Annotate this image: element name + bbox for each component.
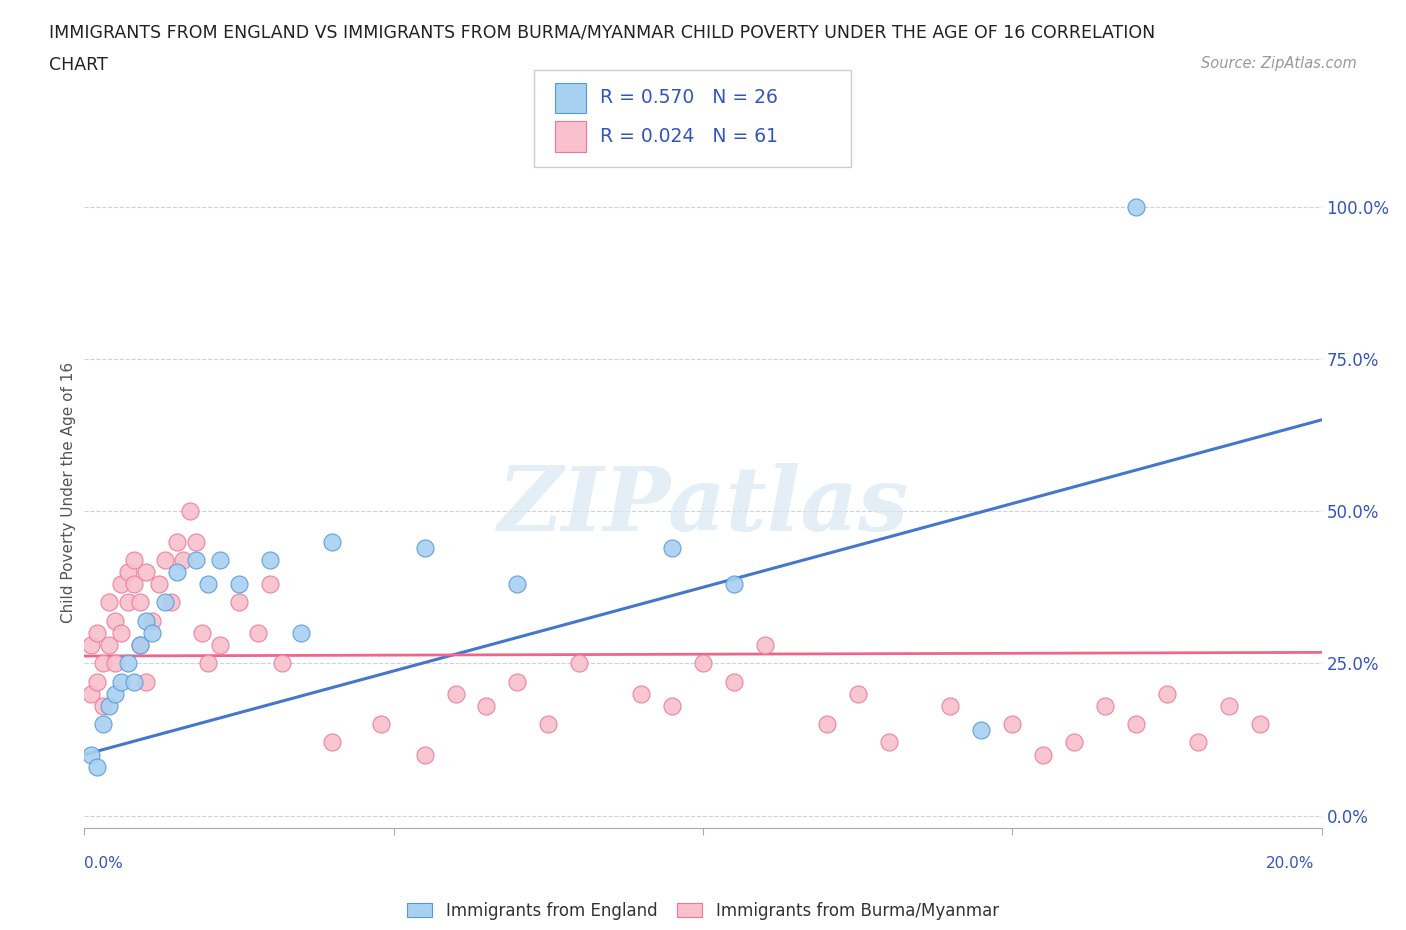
Point (413, 747, 436, 762)
Point (91, 656, 114, 671)
Point (160, 595, 183, 610)
Point (141, 626, 163, 641)
Point (1125, 717, 1147, 732)
Point (129, 638, 152, 653)
Point (98, 638, 121, 653)
Point (172, 552, 194, 567)
Point (1063, 735, 1085, 750)
Point (129, 595, 152, 610)
Point (153, 595, 176, 610)
Point (104, 613, 127, 628)
Point (166, 534, 188, 549)
Point (321, 534, 343, 549)
Point (692, 656, 714, 671)
Point (970, 723, 993, 737)
Point (91, 698, 114, 713)
Point (86, 674, 108, 689)
Point (1187, 735, 1209, 750)
Point (179, 504, 201, 519)
Point (86, 760, 108, 775)
Point (79, 638, 101, 653)
Point (754, 638, 776, 653)
Point (148, 577, 170, 591)
Point (723, 674, 745, 689)
Point (98, 595, 121, 610)
Point (1001, 717, 1024, 732)
Point (104, 656, 127, 671)
Point (537, 717, 560, 732)
Point (259, 552, 281, 567)
Point (1094, 698, 1116, 713)
Point (122, 552, 145, 567)
Point (246, 626, 269, 641)
Point (129, 638, 152, 653)
Point (184, 534, 207, 549)
Point (506, 577, 529, 591)
Point (228, 595, 250, 610)
Point (110, 674, 132, 689)
Text: R = 0.570   N = 26: R = 0.570 N = 26 (600, 88, 779, 107)
Point (104, 686, 127, 701)
Text: 20.0%: 20.0% (1267, 856, 1315, 870)
Text: 0.0%: 0.0% (84, 856, 124, 870)
Point (661, 698, 683, 713)
Point (135, 674, 157, 689)
Point (475, 698, 498, 713)
Point (209, 552, 232, 567)
Point (815, 717, 838, 732)
Point (1125, 199, 1147, 214)
Point (91, 717, 114, 732)
Point (135, 613, 157, 628)
Point (877, 735, 900, 750)
Point (117, 656, 139, 671)
Point (191, 626, 214, 641)
Point (271, 656, 294, 671)
Point (110, 577, 132, 591)
Point (117, 565, 139, 579)
Point (259, 577, 281, 591)
Point (228, 577, 250, 591)
Point (321, 735, 343, 750)
Point (79, 747, 101, 762)
Point (197, 577, 219, 591)
Point (184, 552, 207, 567)
Point (1032, 747, 1054, 762)
Point (135, 565, 157, 579)
Text: R = 0.024   N = 61: R = 0.024 N = 61 (600, 127, 779, 146)
Point (444, 686, 467, 701)
Text: ZIPatlas: ZIPatlas (498, 463, 908, 550)
Text: CHART: CHART (49, 56, 108, 73)
Point (209, 638, 232, 653)
Text: IMMIGRANTS FROM ENGLAND VS IMMIGRANTS FROM BURMA/MYANMAR CHILD POVERTY UNDER THE: IMMIGRANTS FROM ENGLAND VS IMMIGRANTS FR… (49, 23, 1156, 41)
Point (122, 577, 145, 591)
Point (1249, 717, 1271, 732)
Point (413, 540, 436, 555)
Point (197, 656, 219, 671)
Point (166, 565, 188, 579)
Point (506, 674, 529, 689)
Point (122, 674, 145, 689)
Point (110, 626, 132, 641)
Text: Source: ZipAtlas.com: Source: ZipAtlas.com (1201, 56, 1357, 71)
Point (630, 686, 652, 701)
Point (370, 717, 392, 732)
Point (568, 656, 591, 671)
Point (117, 595, 139, 610)
Point (98, 698, 121, 713)
Point (1218, 698, 1240, 713)
Point (153, 552, 176, 567)
Point (290, 626, 312, 641)
Point (723, 577, 745, 591)
Legend: Immigrants from England, Immigrants from Burma/Myanmar: Immigrants from England, Immigrants from… (401, 896, 1005, 926)
Point (141, 613, 163, 628)
Point (661, 540, 683, 555)
Y-axis label: Child Poverty Under the Age of 16: Child Poverty Under the Age of 16 (60, 363, 76, 623)
Point (86, 626, 108, 641)
Point (846, 686, 869, 701)
Point (1156, 686, 1178, 701)
Point (939, 698, 962, 713)
Point (79, 686, 101, 701)
